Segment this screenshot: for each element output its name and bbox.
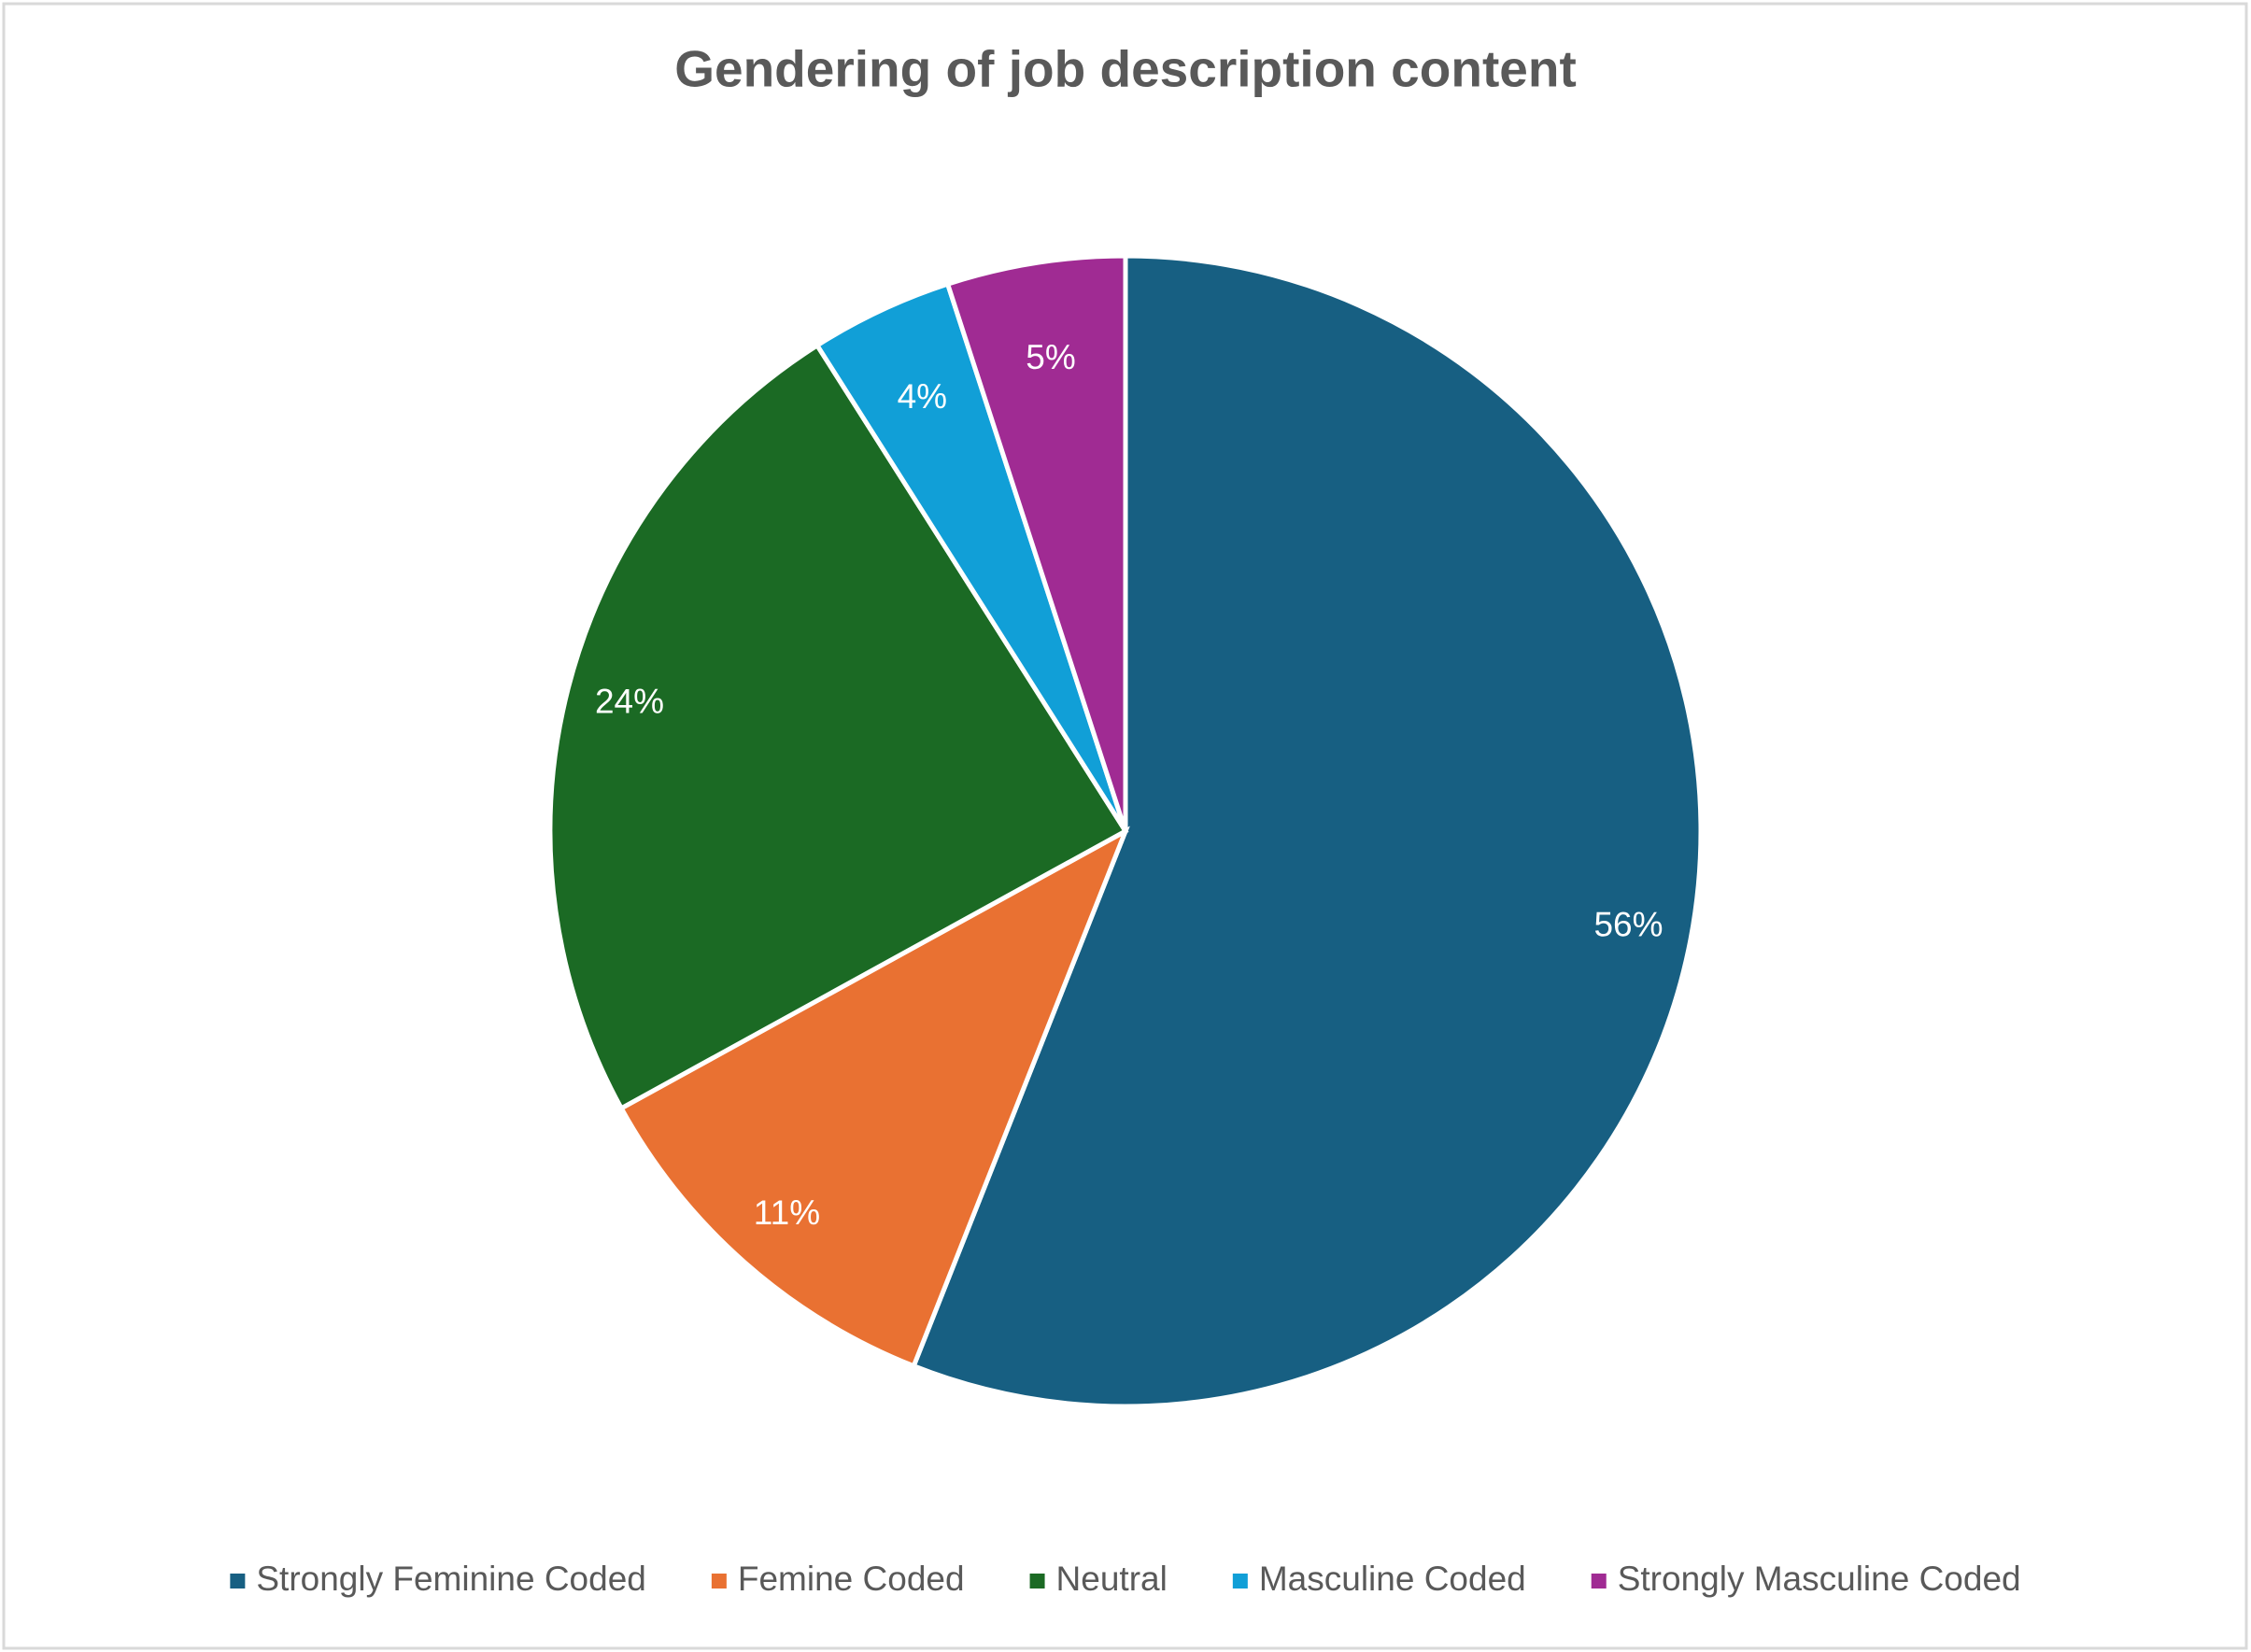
legend-marker (1232, 1574, 1248, 1588)
chart-title: Gendering of job description content (674, 40, 1577, 98)
legend-marker (1591, 1574, 1607, 1588)
legend-label: Neutral (1056, 1560, 1168, 1598)
data-label: 5% (1026, 338, 1075, 376)
legend-marker (1029, 1574, 1045, 1588)
pie-slice (910, 253, 1704, 1409)
legend-label: Strongly Masculine Coded (1618, 1560, 2021, 1598)
data-label: 11% (754, 1193, 820, 1232)
legend-marker (230, 1574, 246, 1588)
legend-item: Masculine Coded (1232, 1560, 1526, 1598)
legend-label: Strongly Feminine Coded (256, 1560, 646, 1598)
legend-item: Femine Coded (711, 1560, 965, 1598)
legend: Strongly Feminine Coded Femine Coded Neutr… (230, 1560, 2021, 1598)
data-label: 24% (595, 682, 664, 720)
legend-label: Femine Coded (738, 1560, 965, 1598)
pie-slice (547, 342, 1129, 1112)
pie: 56% 11% 24% 4% 5% (547, 253, 1704, 1409)
data-label: 4% (898, 377, 947, 416)
pie-slice (617, 826, 1130, 1369)
legend-item: Neutral (1029, 1560, 1168, 1598)
legend-item: Strongly Feminine Coded (230, 1560, 646, 1598)
data-label: 56% (1593, 906, 1663, 944)
legend-label: Masculine Coded (1259, 1560, 1526, 1598)
pie-slice (944, 253, 1128, 832)
legend-item: Strongly Masculine Coded (1591, 1560, 2021, 1598)
legend-marker (711, 1574, 727, 1588)
